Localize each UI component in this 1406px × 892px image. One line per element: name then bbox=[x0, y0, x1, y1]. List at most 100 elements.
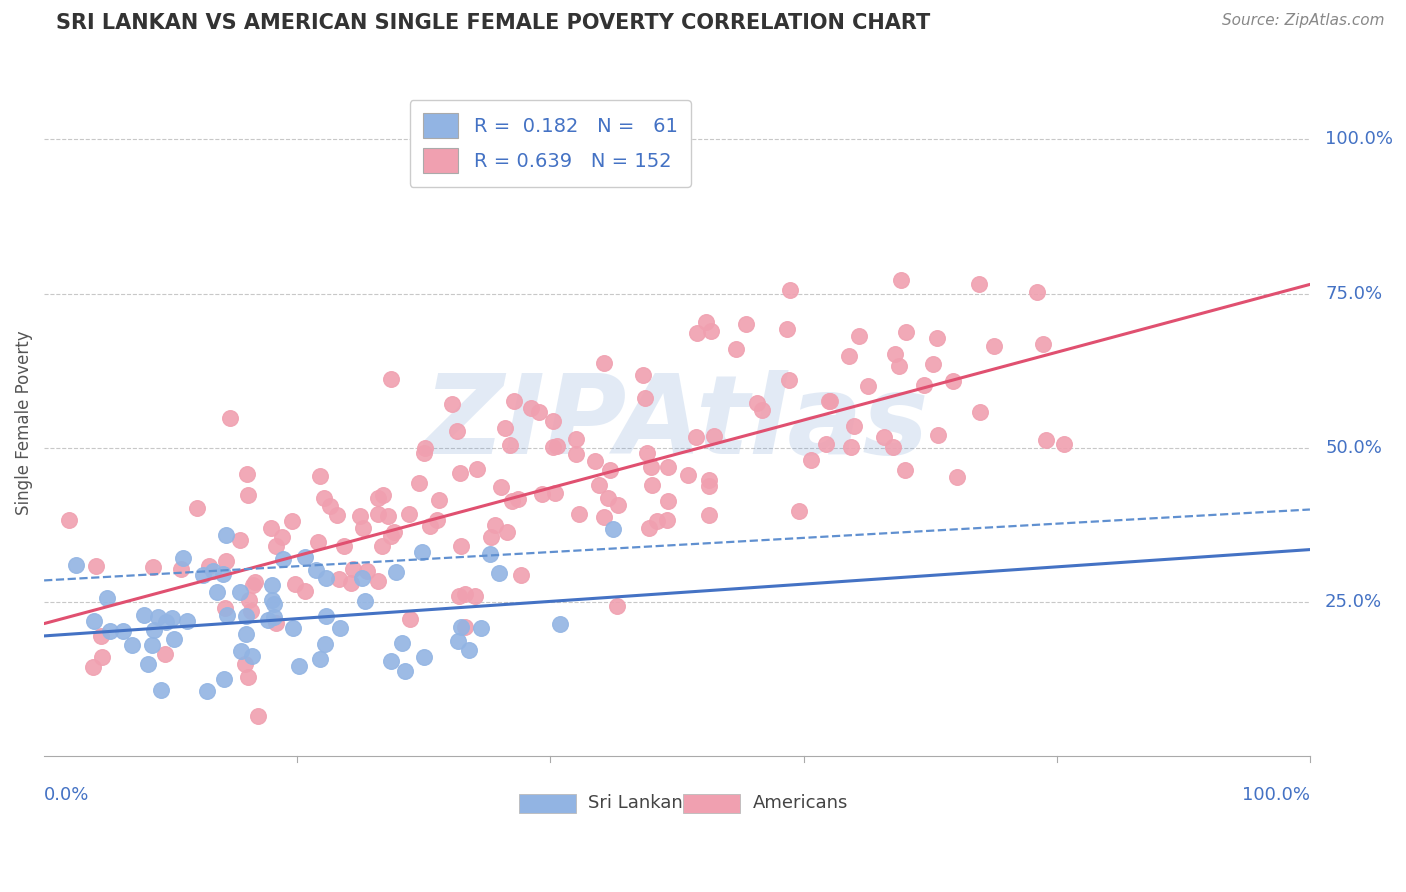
Point bbox=[427, 493, 450, 508]
Point bbox=[588, 478, 610, 492]
Point bbox=[676, 468, 699, 483]
Point bbox=[329, 621, 352, 635]
Point bbox=[201, 564, 224, 578]
Point bbox=[229, 585, 252, 599]
Point bbox=[305, 564, 328, 578]
Point bbox=[308, 652, 330, 666]
Point bbox=[606, 599, 628, 613]
Point bbox=[724, 342, 747, 356]
Point bbox=[160, 610, 183, 624]
Point bbox=[818, 394, 841, 409]
Text: SRI LANKAN VS AMERICAN SINGLE FEMALE POVERTY CORRELATION CHART: SRI LANKAN VS AMERICAN SINGLE FEMALE POV… bbox=[56, 13, 931, 33]
Point bbox=[494, 421, 516, 435]
Text: 100.0%: 100.0% bbox=[1241, 786, 1310, 805]
Point bbox=[778, 373, 800, 387]
Point bbox=[544, 485, 567, 500]
Point bbox=[398, 612, 420, 626]
Point bbox=[312, 491, 335, 505]
Point bbox=[818, 393, 841, 408]
Point bbox=[655, 513, 678, 527]
Point bbox=[191, 567, 214, 582]
Point bbox=[889, 359, 911, 374]
Point bbox=[848, 329, 870, 343]
Point bbox=[141, 638, 163, 652]
Point bbox=[90, 650, 112, 665]
Point bbox=[288, 658, 311, 673]
Point bbox=[176, 615, 198, 629]
Point bbox=[967, 277, 990, 292]
Point bbox=[212, 567, 235, 582]
Point bbox=[236, 670, 259, 684]
Point bbox=[946, 469, 969, 483]
Legend: R =  0.182   N =   61, R = 0.639   N = 152: R = 0.182 N = 61, R = 0.639 N = 152 bbox=[409, 100, 692, 186]
Point bbox=[243, 575, 266, 590]
Point bbox=[349, 509, 371, 524]
Point bbox=[856, 378, 879, 392]
Point bbox=[111, 624, 134, 639]
Point bbox=[419, 519, 441, 533]
Point bbox=[873, 430, 896, 444]
Point bbox=[238, 592, 260, 607]
Text: 50.0%: 50.0% bbox=[1324, 439, 1382, 457]
Point bbox=[700, 324, 723, 338]
Point bbox=[889, 273, 911, 287]
Point bbox=[520, 401, 543, 415]
Point bbox=[242, 578, 264, 592]
FancyBboxPatch shape bbox=[683, 794, 741, 813]
Point bbox=[695, 315, 717, 329]
Point bbox=[198, 558, 221, 573]
Text: 100.0%: 100.0% bbox=[1324, 130, 1393, 148]
Point bbox=[527, 405, 550, 419]
Point bbox=[606, 498, 628, 512]
Point bbox=[281, 514, 304, 528]
Point bbox=[263, 597, 285, 611]
Point bbox=[83, 614, 105, 628]
Point bbox=[398, 507, 420, 521]
Point bbox=[82, 660, 104, 674]
Point bbox=[356, 564, 378, 578]
Text: ZIPAtlas: ZIPAtlas bbox=[425, 369, 929, 476]
Point bbox=[1032, 337, 1054, 351]
Point bbox=[541, 414, 564, 428]
Point bbox=[1025, 285, 1047, 299]
Point bbox=[214, 601, 236, 615]
Point bbox=[942, 374, 965, 388]
Point bbox=[84, 558, 107, 573]
Point bbox=[484, 518, 506, 533]
Point bbox=[271, 551, 294, 566]
Point bbox=[470, 622, 492, 636]
Point bbox=[294, 584, 316, 599]
Point bbox=[260, 520, 283, 534]
Point bbox=[314, 637, 336, 651]
Text: Americans: Americans bbox=[754, 795, 848, 813]
Point bbox=[441, 396, 464, 410]
Point bbox=[229, 533, 252, 547]
Point bbox=[186, 501, 208, 516]
Point bbox=[447, 633, 470, 648]
Text: 25.0%: 25.0% bbox=[1324, 593, 1382, 611]
Point bbox=[543, 440, 565, 454]
Point bbox=[633, 368, 655, 383]
Point bbox=[205, 584, 228, 599]
Point bbox=[1053, 437, 1076, 451]
Point bbox=[342, 561, 364, 575]
Point bbox=[367, 507, 389, 521]
Point bbox=[148, 610, 170, 624]
Point bbox=[96, 591, 118, 606]
Point bbox=[450, 620, 472, 634]
Point bbox=[121, 638, 143, 652]
Point bbox=[235, 467, 257, 481]
Point bbox=[495, 524, 517, 539]
Point bbox=[408, 476, 430, 491]
Point bbox=[640, 459, 662, 474]
Point bbox=[215, 554, 238, 568]
Point bbox=[391, 636, 413, 650]
Point bbox=[142, 623, 165, 637]
Point bbox=[499, 438, 522, 452]
Point bbox=[510, 567, 533, 582]
Point bbox=[453, 587, 475, 601]
Point bbox=[132, 608, 155, 623]
Point bbox=[894, 463, 917, 477]
Point bbox=[371, 539, 394, 553]
Point bbox=[697, 508, 720, 522]
